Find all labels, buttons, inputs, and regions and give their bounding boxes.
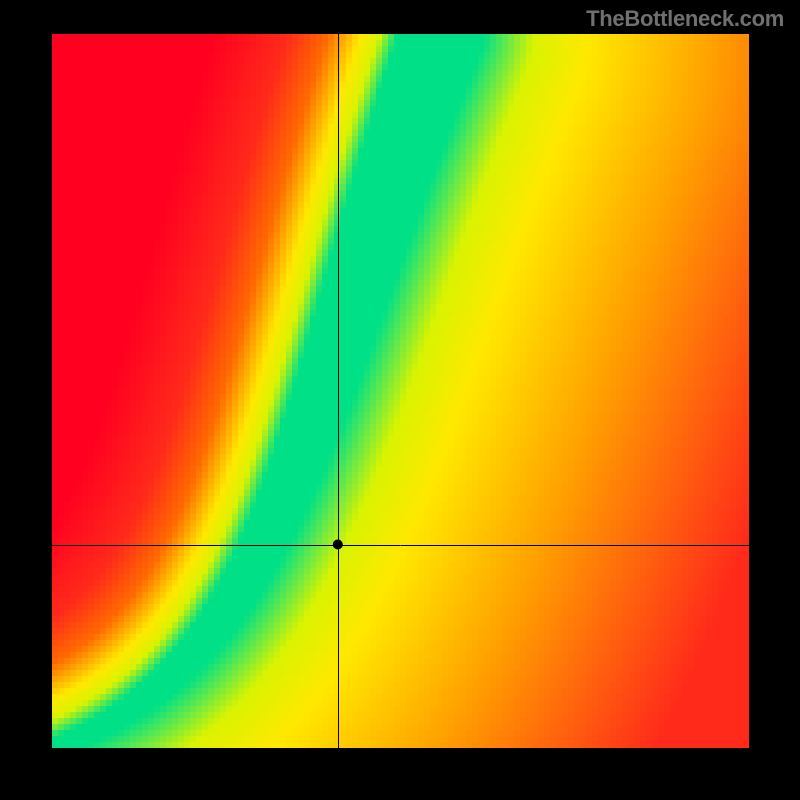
chart-container: { "watermark": { "text": "TheBottleneck.… [0, 0, 800, 800]
crosshair-overlay [52, 34, 749, 748]
watermark-text: TheBottleneck.com [586, 6, 784, 32]
